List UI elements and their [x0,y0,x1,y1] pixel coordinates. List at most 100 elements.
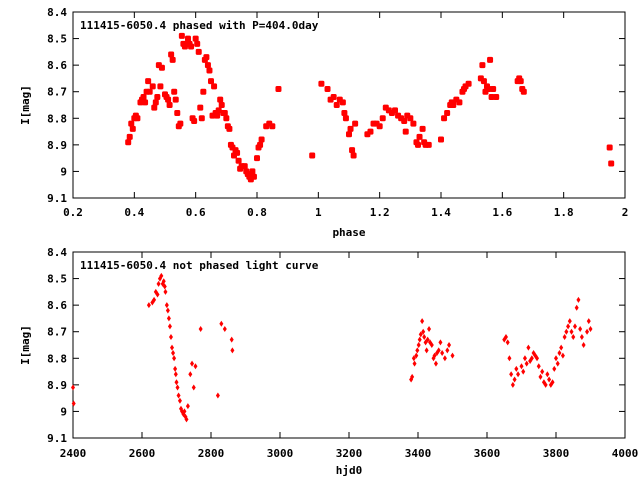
phased-data-point [197,104,204,111]
unphased-data-point [156,280,161,287]
unphased-data-point [174,379,179,386]
unphased-data-point [146,302,151,309]
unphased-x-tick-label: 3400 [405,447,432,460]
phased-data-point [318,80,325,87]
phased-data-point [203,54,210,61]
unphased-data-point [526,344,531,351]
unphased-data-point [566,323,571,330]
unphased-data-point [522,355,527,362]
unphased-data-point [547,376,552,383]
phased-data-point [241,163,248,170]
unphased-x-tick-label: 3000 [267,447,294,460]
phased-data-point [126,133,133,140]
phased-plot-frame [72,11,626,199]
phased-data-point [349,147,356,154]
unphased-data-point [71,400,76,407]
unphased-x-axis-label: hjd0 [336,464,363,477]
phased-data-point [226,125,233,132]
unphased-data-point [507,355,512,362]
phased-data-point [333,102,340,108]
unphased-data-point [440,349,445,356]
unphased-data-point [543,381,548,388]
phased-data-point [200,88,207,95]
unphased-data-point [524,360,529,367]
phased-data-point [309,152,316,159]
unphased-data-point [417,336,422,343]
unphased-data-point [562,334,567,341]
unphased-data-point [578,326,583,333]
unphased-data-point [410,373,415,380]
phased-data-point [177,120,184,127]
phased-data-point [211,83,218,90]
phased-data-point [606,144,613,151]
phased-data-point [215,107,222,114]
phased-data-point [350,152,357,159]
unphased-y-tick-label: 9.1 [47,432,67,445]
unphased-data-point [512,376,517,383]
phased-data-point [223,115,230,122]
unphased-data-point [416,342,421,348]
unphased-x-tick-label: 3600 [474,447,501,460]
phased-data-point [192,35,199,42]
phased-data-point [450,102,457,108]
phased-data-point [488,94,495,101]
unphased-data-point [418,331,423,338]
phased-data-point [257,141,264,148]
unphased-data-point [450,352,455,359]
phased-data-point [493,94,500,101]
phased-y-tick-label: 8.7 [47,86,67,99]
unphased-data-point [447,342,452,348]
phased-y-tick-label: 8.8 [47,112,67,125]
phased-light-curve-panel: 111415-6050.4 phased with P=404.0day pha… [19,6,628,239]
unphased-x-tick-label: 2600 [129,447,156,460]
phased-data-point [214,112,221,119]
unphased-data-point [574,304,579,311]
unphased-data-points [71,272,593,423]
phased-data-point [608,160,615,167]
unphased-data-point [442,355,447,362]
phased-data-point [487,56,494,63]
unphased-data-point [175,384,180,391]
phased-data-point [410,120,417,127]
unphased-data-point [529,355,534,362]
phased-data-point [341,109,348,116]
unphased-y-tick-label: 8.5 [47,273,67,286]
unphased-data-point [503,334,508,341]
unphased-data-point [170,344,175,351]
phased-data-point [419,125,426,132]
phased-data-point [392,107,398,114]
unphased-data-point [572,323,577,330]
phased-data-point [456,99,463,106]
unphased-data-point [421,328,426,335]
unphased-data-point [172,355,177,362]
unphased-data-point [521,368,526,375]
unphased-data-point [166,315,171,322]
unphased-data-point [433,360,438,367]
unphased-x-tick-label: 3800 [543,447,570,460]
unphased-data-point [567,318,572,325]
phased-data-point [154,94,161,101]
phased-data-point [425,141,432,148]
phased-x-tick-label: 0.8 [247,206,267,219]
unphased-data-point [579,334,584,341]
unphased-y-tick-label: 8.6 [47,299,67,312]
phased-data-point [128,120,135,127]
phased-data-point [324,86,331,93]
unphased-data-point [171,349,176,356]
phased-data-point [218,102,225,108]
unphased-data-point [414,352,419,359]
phased-data-point [249,168,256,175]
unphased-data-point [152,296,157,303]
phased-data-point [206,67,213,74]
phased-data-point [204,62,211,69]
unphased-data-point [222,326,227,333]
phased-plot-title: 111415-6050.4 phased with P=404.0day [80,19,319,32]
unphased-data-point [560,352,565,359]
unphased-data-point [559,344,564,351]
phased-x-tick-label: 2 [622,206,629,219]
unphased-data-point [445,347,450,354]
unphased-data-point [576,296,581,303]
phased-data-point [217,96,224,103]
unphased-data-point [550,379,555,386]
